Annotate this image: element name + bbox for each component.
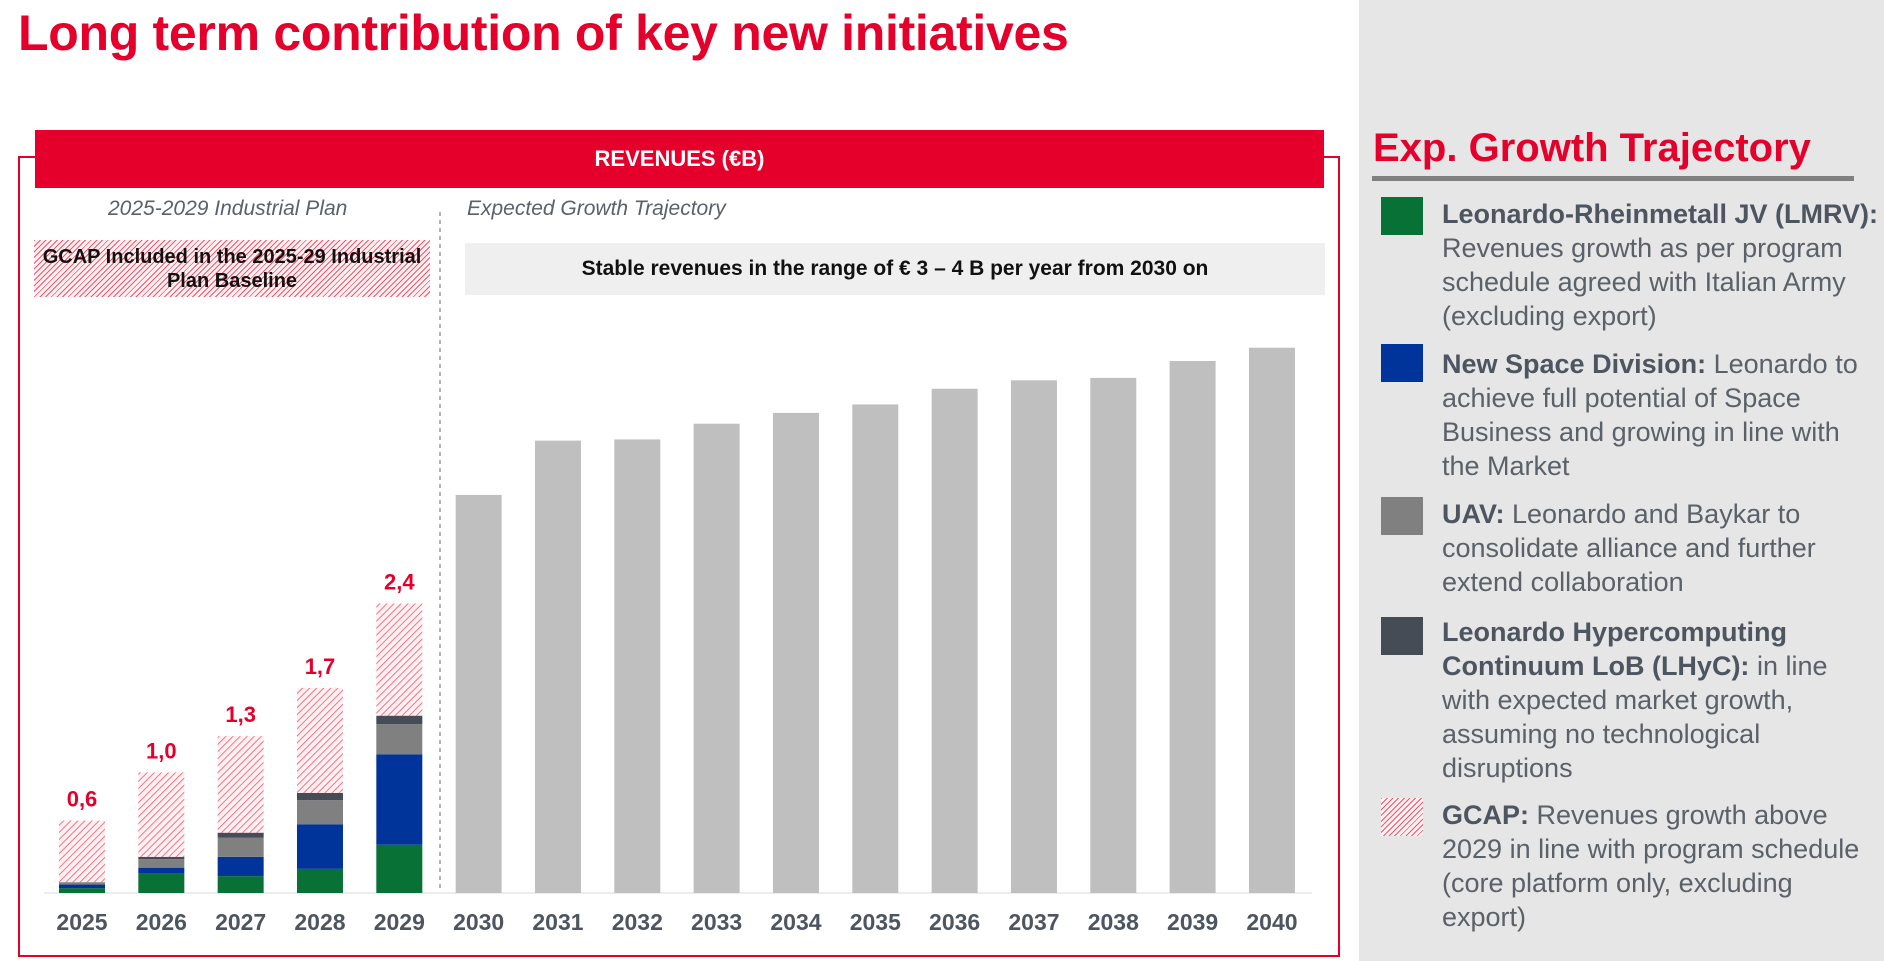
legend-item-lmrv-desc: Revenues growth as per program schedule …: [1442, 233, 1846, 331]
right-panel: [1359, 0, 1884, 961]
chart-title-banner: REVENUES (€B): [35, 130, 1324, 188]
bar-segment-2028-0: [296, 868, 343, 893]
x-tick-2025: 2025: [56, 909, 107, 935]
bar-segment-2025-0: [59, 888, 105, 893]
x-tick-2026: 2026: [136, 909, 187, 935]
legend-swatch-gcap: [1381, 798, 1423, 836]
total-label-2028: 1,7: [305, 654, 336, 679]
trajectory-bar-2030: [455, 494, 502, 893]
trajectory-bar-2038: [1090, 377, 1137, 893]
bar-segment-2027-1: [217, 856, 264, 877]
x-tick-2027: 2027: [215, 909, 266, 935]
x-tick-2039: 2039: [1167, 909, 1218, 935]
trajectory-bar-2036: [931, 388, 978, 893]
x-tick-2029: 2029: [374, 909, 425, 935]
bar-segment-2026-1: [138, 867, 185, 874]
bar-segment-2029-0: [376, 844, 423, 893]
bar-segment-2025-2: [59, 882, 105, 885]
legend-item-lhyc-desc: in line with expected market growth, ass…: [1442, 651, 1828, 783]
legend-swatch-lmrv: [1381, 197, 1423, 235]
x-tick-2036: 2036: [929, 909, 980, 935]
plan-section-label: 2025-2029 Industrial Plan: [108, 197, 348, 220]
bar-segment-2029-1: [376, 754, 423, 845]
total-label-2026: 1,0: [146, 738, 177, 763]
bar-segment-2028-4: [296, 687, 343, 793]
legend-swatch-space: [1381, 344, 1423, 382]
bar-segment-2028-2: [296, 800, 343, 825]
bar-segment-2028-1: [296, 824, 343, 869]
bar-segment-2027-2: [217, 837, 264, 857]
bar-segment-2027-4: [217, 736, 264, 833]
x-tick-2040: 2040: [1246, 909, 1297, 935]
bar-segment-2029-3: [376, 715, 423, 725]
legend-item-space-title: New Space Division:: [1442, 349, 1707, 379]
bar-segment-2026-3: [138, 856, 185, 860]
gcap-baseline-note: GCAP Included in the 2025-29 Industrial …: [34, 240, 430, 297]
legend-item-lmrv: Leonardo-Rheinmetall JV (LMRV): Revenues…: [1442, 197, 1882, 333]
legend-swatch-lhyc: [1381, 617, 1423, 655]
bar-segment-2026-4: [138, 772, 185, 857]
trajectory-bar-2034: [772, 412, 819, 893]
x-tick-2037: 2037: [1008, 909, 1059, 935]
trajectory-section-label: Expected Growth Trajectory: [467, 197, 726, 220]
trajectory-bar-2031: [534, 440, 581, 893]
bar-segment-2027-3: [217, 832, 264, 838]
trajectory-bar-2037: [1010, 380, 1057, 893]
right-panel-divider: [1372, 176, 1854, 181]
bar-segment-2026-2: [138, 859, 185, 868]
legend-swatch-uav: [1381, 497, 1423, 535]
bar-segment-2029-4: [376, 603, 423, 716]
x-tick-2033: 2033: [691, 909, 742, 935]
total-label-2029: 2,4: [384, 569, 415, 594]
legend-item-gcap-title: GCAP:: [1442, 800, 1529, 830]
x-tick-2034: 2034: [770, 909, 821, 935]
legend-item-gcap: GCAP: Revenues growth above 2029 in line…: [1442, 798, 1882, 934]
trajectory-bar-2033: [693, 423, 740, 893]
legend-item-lmrv-title: Leonardo-Rheinmetall JV (LMRV):: [1442, 199, 1879, 229]
bar-segment-2028-3: [296, 792, 343, 801]
trajectory-bar-2032: [614, 439, 661, 893]
trajectory-bar-2039: [1169, 361, 1216, 893]
bar-segment-2026-0: [138, 873, 185, 893]
legend-item-space: New Space Division: Leonardo to achieve …: [1442, 347, 1882, 483]
legend-item-uav: UAV: Leonardo and Baykar to consolidate …: [1442, 497, 1882, 599]
trajectory-bar-2035: [852, 404, 899, 893]
legend-item-uav-desc: Leonardo and Baykar to consolidate allia…: [1442, 499, 1816, 597]
x-tick-2035: 2035: [850, 909, 901, 935]
bar-segment-2025-1: [59, 884, 105, 889]
bar-segment-2027-0: [217, 876, 264, 893]
total-label-2025: 0,6: [67, 787, 98, 812]
total-label-2027: 1,3: [225, 702, 256, 727]
right-panel-title: Exp. Growth Trajectory: [1373, 126, 1811, 170]
page-title: Long term contribution of key new initia…: [18, 5, 1069, 61]
stable-revenues-note: Stable revenues in the range of € 3 – 4 …: [465, 243, 1325, 295]
x-tick-2032: 2032: [612, 909, 663, 935]
legend-item-uav-title: UAV:: [1442, 499, 1505, 529]
trajectory-bar-2040: [1248, 347, 1295, 894]
x-tick-2031: 2031: [532, 909, 583, 935]
legend-item-gcap-desc: Revenues growth above 2029 in line with …: [1442, 800, 1860, 932]
bar-segment-2025-4: [59, 820, 105, 883]
legend-item-space-desc: Leonardo to achieve full potential of Sp…: [1442, 349, 1858, 481]
x-tick-2030: 2030: [453, 909, 504, 935]
x-tick-2038: 2038: [1088, 909, 1139, 935]
bar-segment-2029-2: [376, 724, 423, 755]
x-tick-2028: 2028: [294, 909, 345, 935]
legend-item-lhyc-title: Leonardo Hypercomputing Continuum LoB (L…: [1442, 617, 1788, 681]
legend-item-lhyc: Leonardo Hypercomputing Continuum LoB (L…: [1442, 615, 1882, 785]
